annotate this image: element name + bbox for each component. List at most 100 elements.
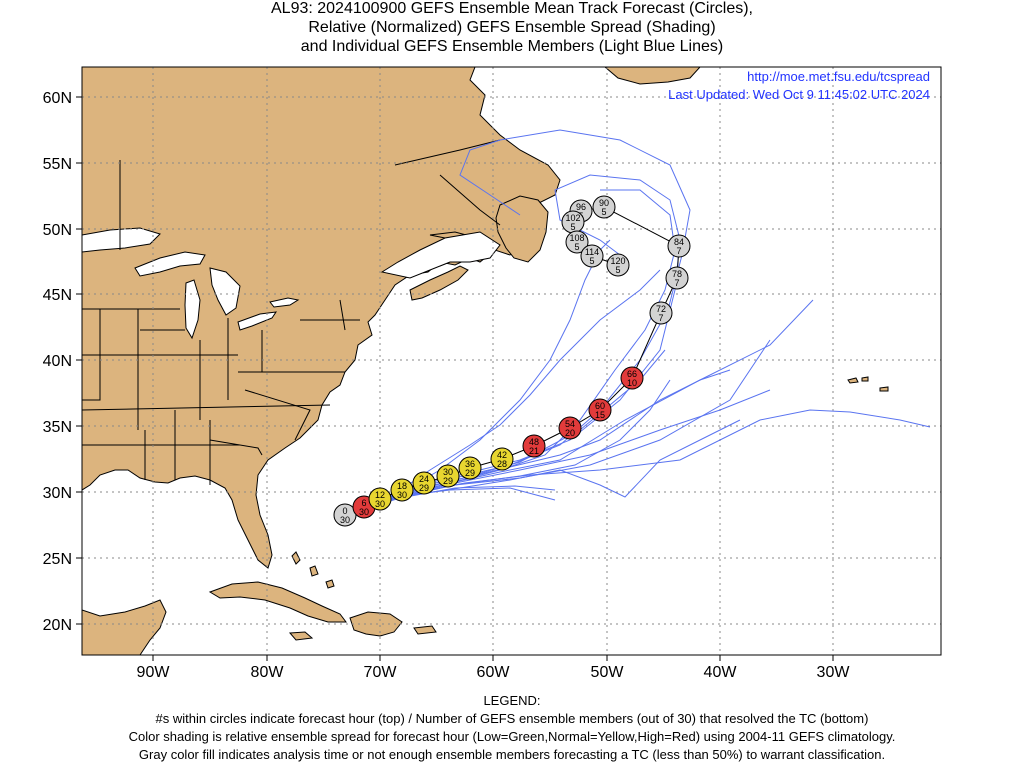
- inland-waters: [82, 227, 501, 340]
- track-point-members: 7: [674, 278, 679, 288]
- track-point-hour: 102: [565, 213, 580, 223]
- track-point-members: 7: [676, 246, 681, 256]
- track-point-circle: [649, 301, 673, 325]
- lat-label-50n: 50N: [43, 222, 72, 239]
- track-point-hour: 42: [497, 450, 507, 460]
- puerto-rico-land: [413, 625, 437, 635]
- track-point-members: 7: [658, 313, 663, 323]
- track-point-circle: [522, 434, 546, 458]
- grid-lines: [82, 67, 941, 655]
- track-map: 0306301230183024293029362942284821542060…: [43, 66, 942, 681]
- track-point-hour: 36: [465, 459, 475, 469]
- lat-label-60n: 60N: [43, 90, 72, 107]
- track-point: 847: [667, 234, 691, 258]
- chart-title-line-1: AL93: 2024100900 GEFS Ensemble Mean Trac…: [271, 0, 753, 17]
- cuba-land: [208, 581, 347, 623]
- track-point-hour: 6: [361, 498, 366, 508]
- track-point-hour: 66: [627, 369, 637, 379]
- track-point-circle: [665, 266, 689, 290]
- track-point: 787: [665, 266, 689, 290]
- track-point-circle: [436, 464, 460, 488]
- track-point-members: 29: [465, 468, 475, 478]
- track-point-circle: [592, 195, 616, 219]
- track-point-hour: 18: [397, 481, 407, 491]
- track-point-members: 15: [595, 410, 605, 420]
- lat-label-30n: 30N: [43, 485, 72, 502]
- chart-title-line-3: and Individual GEFS Ensemble Members (Li…: [300, 38, 724, 55]
- track-point-members: 5: [615, 265, 620, 275]
- lon-label-70w: 70W: [364, 664, 398, 681]
- track-point-circle: [667, 234, 691, 258]
- track-point-circle: [558, 416, 582, 440]
- lon-label-40w: 40W: [704, 664, 738, 681]
- axis-ticks: [76, 96, 834, 661]
- nova-scotia-land: [409, 265, 469, 301]
- track-point-circle: [606, 253, 630, 277]
- track-point-hour: 72: [656, 304, 666, 314]
- gulf-st-lawrence: [380, 231, 501, 279]
- track-point-members: 20: [565, 428, 575, 438]
- land-masses: [82, 67, 889, 655]
- greenland-land: [604, 67, 701, 85]
- member-track: [344, 419, 741, 516]
- track-point-members: 29: [443, 476, 453, 486]
- track-point-members: 30: [397, 490, 407, 500]
- last-updated-text: Last Updated: Wed Oct 9 11:45:02 UTC 202…: [668, 87, 930, 102]
- lon-label-80w: 80W: [251, 664, 285, 681]
- source-url-text: http://moe.met.fsu.edu/tcspread: [747, 69, 930, 84]
- track-point-members: 30: [340, 515, 350, 525]
- lon-label-30w: 30W: [817, 664, 851, 681]
- lon-label-90w: 90W: [137, 664, 171, 681]
- lake-erie: [237, 311, 278, 331]
- track-point-members: 5: [570, 222, 575, 232]
- track-point-hour: 84: [674, 237, 684, 247]
- legend-line-2: Color shading is relative ensemble sprea…: [128, 729, 896, 744]
- track-point: 727: [649, 301, 673, 325]
- track-point-members: 29: [419, 483, 429, 493]
- track-point-hour: 90: [599, 198, 609, 208]
- track-point-members: 5: [601, 207, 606, 217]
- state-boundaries: [82, 139, 501, 485]
- lake-superior: [134, 251, 206, 277]
- track-point-members: 21: [529, 446, 539, 456]
- legend-line-1: #s within circles indicate forecast hour…: [155, 711, 869, 726]
- track-point-circle: [368, 487, 392, 511]
- mean-track-points: 0306301230183024293029362942284821542060…: [333, 195, 691, 527]
- track-point-hour: 48: [529, 437, 539, 447]
- track-point-circle: [580, 244, 604, 268]
- lat-label-35n: 35N: [43, 419, 72, 436]
- jamaica-land: [288, 631, 314, 641]
- track-point-hour: 54: [565, 419, 575, 429]
- track-point-circle: [490, 447, 514, 471]
- lat-label-55n: 55N: [43, 156, 72, 173]
- track-point-hour: 108: [569, 233, 584, 243]
- track-point-circle: [565, 230, 589, 254]
- track-point-hour: 12: [375, 490, 385, 500]
- track-point-circle: [412, 471, 436, 495]
- track-point-hour: 60: [595, 401, 605, 411]
- lat-label-20n: 20N: [43, 617, 72, 634]
- track-point-hour: 120: [610, 256, 625, 266]
- track-point-members: 5: [589, 256, 594, 266]
- bahamas-land: [291, 551, 335, 589]
- track-point-circle: [390, 478, 414, 502]
- track-point-hour: 24: [419, 474, 429, 484]
- track-point-members: 10: [627, 378, 637, 388]
- track-point-hour: 30: [443, 467, 453, 477]
- track-point-circle: [620, 366, 644, 390]
- track-point-hour: 0: [342, 506, 347, 516]
- lon-label-60w: 60W: [477, 664, 511, 681]
- track-point-hour: 96: [576, 202, 586, 212]
- track-point-members: 5: [574, 242, 579, 252]
- legend-line-3: Gray color fill indicates analysis time …: [138, 747, 886, 762]
